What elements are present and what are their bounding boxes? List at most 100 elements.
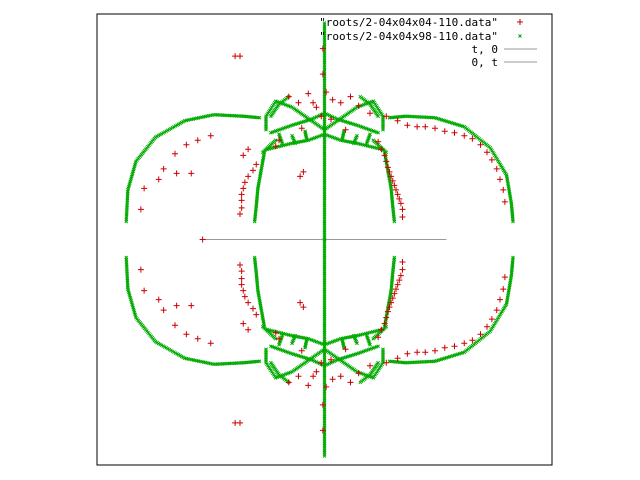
data-point-s1-1-mirror <box>237 419 243 426</box>
data-point-s1-58-mirror <box>238 281 245 288</box>
data-point-s1-33-mirror <box>375 334 382 341</box>
data-point-s1-17-mirror <box>394 355 401 362</box>
data-point-s2-c11-1-end <box>322 237 327 242</box>
data-point-s1-4-mirror <box>323 383 330 390</box>
data-point-s1-71-mirror <box>188 302 195 309</box>
data-point-s1-14-glyph <box>328 116 334 123</box>
data-point-s1-75-mirror-glyph <box>300 304 307 311</box>
data-point-s1-56-glyph <box>241 179 248 186</box>
data-point-s1-34-mirror <box>378 326 385 333</box>
data-point-s1-67-mirror <box>172 322 178 329</box>
data-point-s1-24-glyph <box>461 132 468 139</box>
data-point-s1-41-glyph <box>391 182 398 189</box>
data-point-s1-68-mirror-glyph <box>160 307 167 314</box>
data-point-s1-76-glyph <box>199 236 206 243</box>
data-point-s1-37-mirror <box>384 308 391 315</box>
data-point-s1-14 <box>328 116 334 123</box>
data-point-s1-64 <box>207 132 214 139</box>
data-point-s2-c7-1-end <box>264 347 268 352</box>
data-point-s1-4 <box>323 89 330 96</box>
data-point-s1-48-mirror-glyph <box>383 359 390 366</box>
data-point-s1-8-mirror-glyph <box>310 373 317 380</box>
data-point-s1-72-glyph <box>141 185 148 192</box>
data-point-s1-28 <box>488 156 495 163</box>
data-point-s2-c1-0-end <box>511 219 515 224</box>
legend-marker-plus-glyph <box>517 19 523 25</box>
data-point-s1-52-mirror <box>272 329 279 336</box>
data-point-s1-16-glyph <box>342 126 349 133</box>
data-point-s1-39-mirror-glyph <box>388 299 395 306</box>
data-point-s2-c17-1-end <box>340 338 345 343</box>
data-point-s2-c10-1-end <box>371 336 376 341</box>
data-point-s1-28-mirror <box>488 316 495 323</box>
data-point-s1-15-mirror <box>298 347 305 354</box>
data-point-s1-9-mirror <box>329 376 336 383</box>
data-point-s2-c1-1-end <box>511 255 515 260</box>
data-point-s1-59 <box>238 197 245 204</box>
data-point-s1-29-mirror-glyph <box>493 307 500 314</box>
data-point-s1-13 <box>318 113 325 120</box>
data-point-s1-13-mirror-glyph <box>318 359 325 366</box>
data-point-s1-37-mirror-glyph <box>384 308 391 315</box>
data-point-s1-43-mirror-glyph <box>394 281 401 288</box>
data-point-s1-19-mirror-glyph <box>414 349 421 356</box>
data-point-s1-25-glyph <box>469 135 476 142</box>
data-point-s1-64-glyph <box>207 132 214 139</box>
data-point-s1-23-mirror-glyph <box>451 343 458 350</box>
plot-data-layer <box>124 21 515 458</box>
data-point-s1-16-mirror <box>342 346 349 353</box>
data-point-s1-38-glyph <box>386 168 393 175</box>
legend: "roots/2-04x04x04-110.data" "roots/2-04x… <box>319 16 537 69</box>
data-point-s1-71-glyph <box>188 170 195 177</box>
data-point-s1-27-mirror-glyph <box>484 323 490 330</box>
data-point-s1-6-mirror <box>295 373 302 380</box>
data-point-s1-48-mirror <box>383 359 390 366</box>
data-point-s1-42-mirror-glyph <box>393 286 399 293</box>
data-point-s1-6-mirror-glyph <box>295 373 302 380</box>
data-point-s1-19-mirror <box>414 349 421 356</box>
data-point-s1-9-mirror-glyph <box>329 376 336 383</box>
data-point-s1-40-mirror <box>389 295 396 302</box>
data-point-s1-57-mirror-glyph <box>240 287 247 294</box>
data-point-s1-60-mirror-glyph <box>238 268 245 275</box>
data-point-s1-53-glyph <box>253 161 260 168</box>
data-point-s1-46-glyph <box>399 206 406 213</box>
data-point-s1-46 <box>399 206 406 213</box>
data-point-s1-62-mirror-glyph <box>240 320 247 327</box>
data-point-s1-41-mirror-glyph <box>391 290 398 297</box>
data-point-s2-c15-1-end <box>351 333 356 338</box>
data-point-s1-13-mirror <box>318 359 325 366</box>
data-point-s1-30-mirror <box>497 296 503 303</box>
data-point-s1-37-glyph <box>384 164 391 171</box>
data-point-s1-21 <box>432 125 438 132</box>
data-point-s1-9-glyph <box>329 96 336 103</box>
data-point-s1-2-glyph <box>319 45 326 52</box>
data-point-s1-57-mirror <box>240 287 247 294</box>
data-point-s1-62 <box>240 152 247 159</box>
data-point-s1-10-mirror-glyph <box>337 373 344 380</box>
data-point-s1-74 <box>297 173 304 180</box>
data-point-s1-48 <box>383 113 390 120</box>
data-point-s2-c0-1-end <box>257 359 262 364</box>
legend-label-series-4: 0, t <box>472 56 499 69</box>
data-point-s2-c19-1-end <box>364 333 369 338</box>
data-point-s1-65-mirror-glyph <box>194 335 201 342</box>
data-point-s1-51-mirror <box>276 335 282 342</box>
data-point-s1-61 <box>237 210 243 217</box>
data-point-s1-7-mirror <box>305 382 312 389</box>
data-point-s1-69-glyph <box>155 176 162 183</box>
data-point-s1-64-mirror-glyph <box>207 340 214 347</box>
data-point-s1-42-mirror <box>393 286 399 293</box>
data-point-s1-65-mirror <box>194 335 201 342</box>
data-point-s1-45-glyph <box>397 200 404 207</box>
data-point-s1-30-glyph <box>497 176 503 183</box>
data-point-s1-47 <box>399 213 406 220</box>
data-point-s1-38 <box>386 168 393 175</box>
data-point-s2-c8-0-end <box>381 127 385 132</box>
data-point-s1-10 <box>337 99 344 106</box>
data-point-s1-44-glyph <box>396 195 403 202</box>
data-point-s1-32-glyph <box>501 198 508 205</box>
data-point-s1-56 <box>241 179 248 186</box>
data-point-s1-52-mirror-glyph <box>272 329 279 336</box>
data-point-s1-1-glyph <box>237 53 243 60</box>
